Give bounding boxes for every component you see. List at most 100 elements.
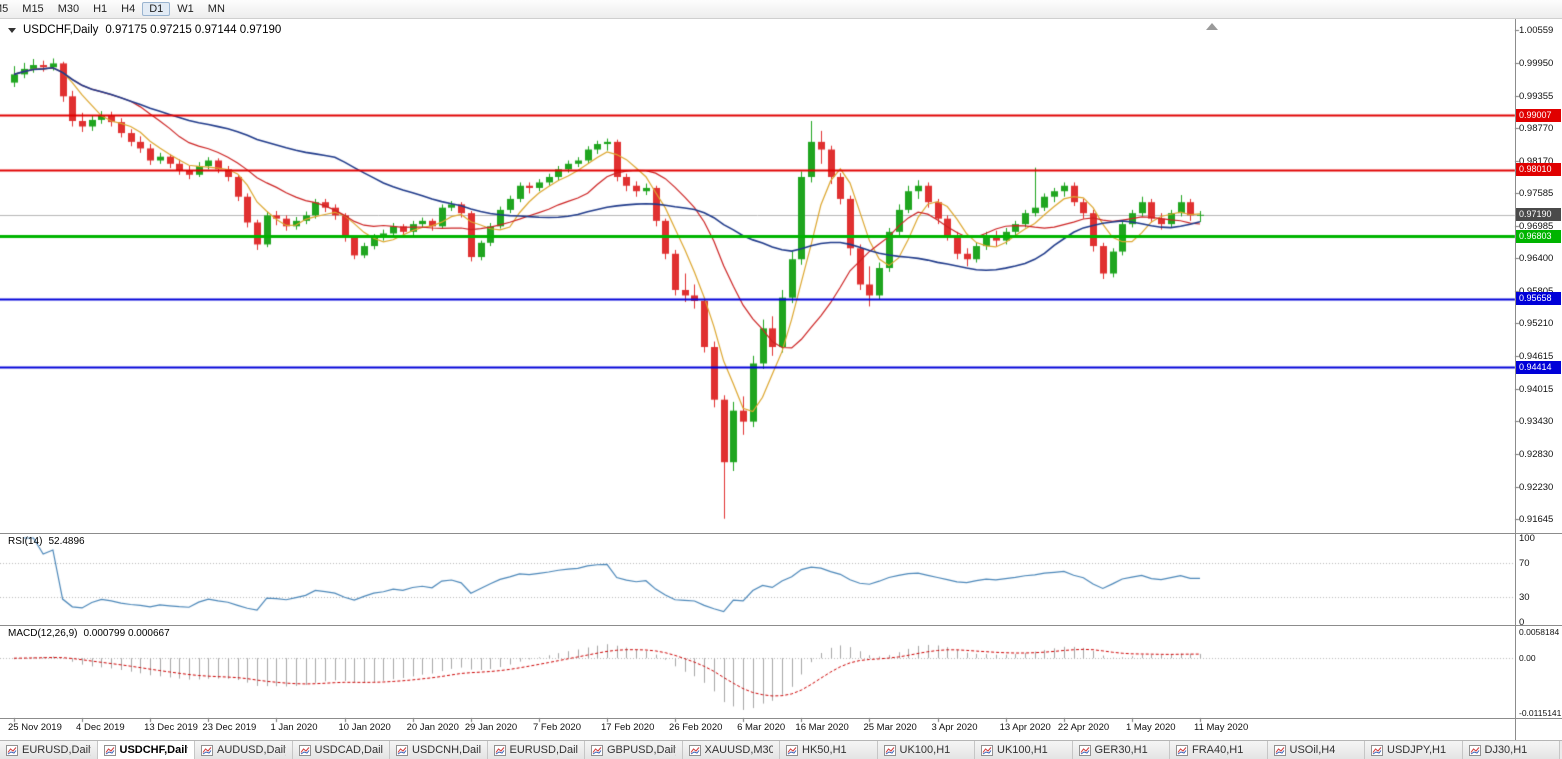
time-axis-label: 3 Apr 2020 [931,722,978,733]
time-axis-label: 17 Feb 2020 [601,722,655,733]
tab-label: FRA40,H1 [1192,744,1244,756]
chart-icon [981,744,993,756]
separator-main-rsi[interactable] [0,533,1562,534]
tab-eurusd-daily[interactable]: EURUSD,Daily [487,741,585,759]
timeframe-button-m5[interactable]: M5 [0,3,9,15]
rsi-value: 52.4896 [48,536,85,547]
separator-rsi-macd[interactable] [0,625,1562,626]
timeframe-button-m15[interactable]: M15 [22,3,44,15]
tab-label: USDCHF,Daily [119,744,189,756]
chart-icon [786,744,798,756]
tab-usoil-h4[interactable]: USOil,H4 [1267,741,1365,759]
separator-time-axis [0,718,1562,719]
chart-icon [396,744,408,756]
tab-usdchf-daily[interactable]: USDCHF,Daily [97,741,195,759]
chart-ohlc-values: 0.97175 0.97215 0.97144 0.97190 [105,24,282,36]
price-axis-tick: 0.99355 [1519,91,1554,103]
hline-price-tag: 0.98010 [1516,163,1561,177]
time-axis-label: 1 Jan 2020 [270,722,318,733]
timeframe-button-h4[interactable]: H4 [121,3,136,15]
macd-indicator-label: MACD(12,26,9) 0.000799 0.000667 [8,628,170,639]
time-axis-label: 29 Jan 2020 [464,722,518,733]
chart-icon [493,744,506,756]
timeframe-button-mn[interactable]: MN [207,3,225,15]
tab-label: EURUSD,Daily [509,744,579,756]
tab-label: GER30,H1 [1094,744,1148,756]
tab-label: UK100,H1 [899,744,951,756]
rsi-axis-tick: 30 [1519,591,1530,603]
macd-axis-tick: 0.0058184 [1519,627,1560,637]
chart-tab-bar: EURUSD,Daily USDCHF,Daily AUDUSD,Daily USDC… [0,740,1562,759]
hline-price-tag: 0.94414 [1516,360,1561,374]
chart-icon [883,744,896,756]
time-axis-label: 10 Jan 2020 [338,722,391,733]
chart-shift-marker[interactable] [1206,23,1218,30]
hline-price-tag: 0.96803 [1516,229,1561,243]
time-axis-label: 6 Mar 2020 [737,722,786,733]
tab-eurusd-daily[interactable]: EURUSD,Daily [0,741,98,759]
price-axis-tick: 0.92230 [1519,481,1554,493]
macd-name: MACD(12,26,9) [8,628,78,639]
tab-fra40-h1[interactable]: FRA40,H1 [1170,741,1268,759]
price-axis-tick: 0.91645 [1519,514,1554,525]
macd-axis-tick: 0.00 [1519,653,1536,664]
price-axis-tick: 0.95805 [1519,285,1554,297]
time-axis-label: 1 May 2020 [1125,722,1176,733]
price-axis-tick: 0.98770 [1519,123,1554,135]
chart-icon [103,744,116,756]
chart-icon [688,744,701,756]
tab-ger30-h1[interactable]: GER30,H1 [1072,741,1170,759]
time-axis-label: 7 Feb 2020 [532,722,582,733]
tab-hk50-h1[interactable]: HK50,H1 [780,741,878,759]
price-axis-tick: 0.96400 [1519,253,1554,265]
chart-icon [6,744,18,756]
rsi-indicator-label: RSI(14) 52.4896 [8,536,85,547]
price-axis-tick: 0.94615 [1519,351,1554,363]
hline-price-tag: 0.95658 [1516,292,1561,306]
timeframe-button-h1[interactable]: H1 [93,3,108,15]
tab-audusd-daily[interactable]: AUDUSD,Daily [195,741,293,759]
tab-usdjpy-h1[interactable]: USDJPY,H1 [1365,741,1463,759]
time-axis-label: 25 Mar 2020 [863,722,917,733]
price-axis-tick: 0.93430 [1519,416,1554,428]
tab-label: EURUSD,Daily [22,744,91,756]
price-axis-tick: 0.99950 [1519,58,1554,70]
tab-label: USDJPY,H1 [1387,744,1447,756]
rsi-axis-tick: 100 [1519,533,1535,544]
one-click-trading-toggle[interactable] [8,27,16,33]
tab-label: XAUUSD,M30 [704,744,774,756]
tab-dj30-h1[interactable]: DJ30,H1 [1462,741,1560,759]
chart-icon [1468,744,1481,756]
price-axis-tick: 0.95210 [1519,318,1554,330]
tab-label: USOil,H4 [1289,744,1336,756]
time-axis-label: 23 Dec 2019 [202,722,257,733]
tab-label: GBPUSD,Daily [607,744,676,756]
current-price-tag: 0.97190 [1516,208,1561,222]
time-axis-label: 25 Nov 2019 [8,722,62,733]
chart-symbol-label: USDCHF,Daily [23,24,99,36]
macd-axis-tick: -0.0115141 [1519,708,1562,718]
tab-usdcad-daily[interactable]: USDCAD,Daily [292,741,390,759]
tab-uk100-h1[interactable]: UK100,H1 [975,741,1073,759]
chart-icon [591,744,603,756]
chart-icon [1273,744,1286,756]
chart-icon [201,744,213,756]
tab-gbpusd-daily[interactable]: GBPUSD,Daily [585,741,683,759]
tab-usdcnh-daily[interactable]: USDCNH,Daily [390,741,488,759]
tab-label: USDCNH,Daily [412,744,481,756]
time-axis-label: 11 May 2020 [1194,722,1249,733]
timeframe-button-d1[interactable]: D1 [142,2,171,16]
tab-label: AUDUSD,Daily [217,744,286,756]
rsi-axis-tick: 0 [1519,617,1525,628]
rsi-name: RSI(14) [8,536,43,547]
price-axis-tick: 0.96985 [1519,221,1554,233]
tab-xauusd-m30[interactable]: XAUUSD,M30 [682,741,780,759]
time-axis-label: 20 Jan 2020 [406,722,459,733]
tab-label: USDCAD,Daily [314,744,384,756]
tab-uk100-h1[interactable]: UK100,H1 [877,741,975,759]
separator-price-axis [1515,19,1516,740]
price-axis-tick: 1.00559 [1519,25,1554,36]
timeframe-button-m30[interactable]: M30 [57,3,80,15]
timeframe-button-w1[interactable]: W1 [177,3,194,15]
